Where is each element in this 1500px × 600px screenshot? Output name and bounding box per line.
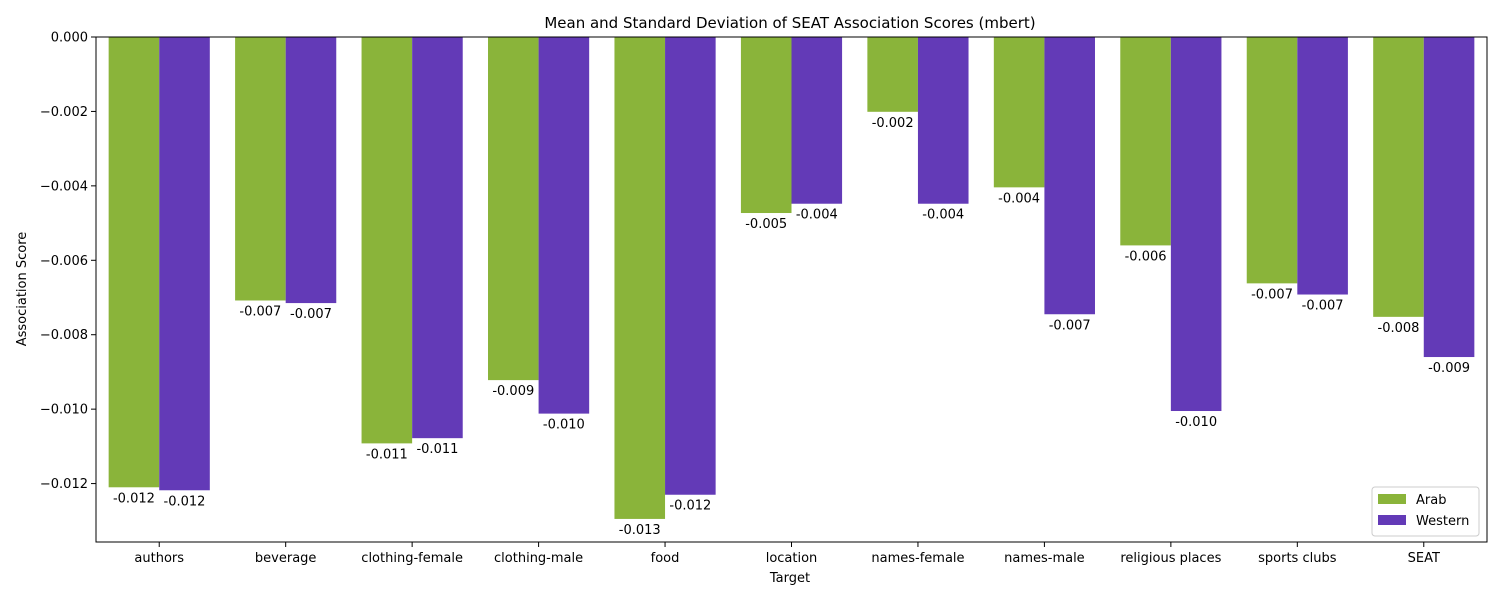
value-label-western-6: -0.004 — [922, 208, 964, 223]
x-tick-label: authors — [134, 551, 184, 566]
legend-label-western: Western — [1416, 514, 1469, 529]
y-tick-label: −0.006 — [40, 254, 88, 269]
value-label-arab-8: -0.006 — [1125, 249, 1167, 264]
value-label-western-7: -0.007 — [1049, 318, 1091, 333]
bar-western-3 — [538, 37, 590, 414]
value-label-arab-0: -0.012 — [113, 491, 155, 506]
x-tick-label: clothing-male — [494, 551, 583, 566]
y-axis-label: Association Score — [15, 232, 30, 347]
bar-arab-1 — [235, 37, 286, 301]
value-label-arab-2: -0.011 — [366, 447, 408, 462]
value-label-western-3: -0.010 — [543, 418, 585, 433]
value-label-arab-4: -0.013 — [619, 523, 661, 538]
legend-swatch-arab — [1378, 494, 1406, 504]
value-label-western-5: -0.004 — [796, 208, 838, 223]
x-tick-label: clothing-female — [361, 551, 463, 566]
bar-western-8 — [1170, 37, 1222, 412]
bar-western-1 — [285, 37, 337, 304]
y-tick-label: −0.012 — [40, 477, 88, 492]
x-axis: authors beverage clothing-female clothing-m… — [134, 542, 1440, 566]
bar-western-6 — [917, 37, 969, 204]
value-label-western-8: -0.010 — [1175, 415, 1217, 430]
x-tick-label: location — [766, 551, 818, 566]
value-label-arab-10: -0.008 — [1378, 321, 1420, 336]
value-label-arab-1: -0.007 — [239, 304, 281, 319]
y-tick-label: −0.002 — [40, 105, 88, 120]
value-label-western-1: -0.007 — [290, 307, 332, 322]
y-tick-label: −0.004 — [40, 179, 88, 194]
legend: Arab Western — [1371, 486, 1480, 537]
bar-arab-10 — [1373, 37, 1424, 317]
x-tick-label: SEAT — [1408, 551, 1440, 566]
bar-arab-5 — [740, 37, 792, 214]
bar-western-10 — [1423, 37, 1475, 358]
bar-western-0 — [159, 37, 210, 491]
bar-western-7 — [1044, 37, 1095, 315]
value-label-arab-5: -0.005 — [745, 217, 787, 232]
y-axis: 0.000 −0.002 −0.004 −0.006 −0.008 −0.010 −0.01… — [40, 31, 96, 492]
bar-arab-8 — [1120, 37, 1171, 246]
value-label-western-10: -0.009 — [1428, 361, 1470, 376]
bar-arab-0 — [108, 37, 160, 488]
value-label-arab-6: -0.002 — [872, 116, 914, 131]
y-tick-label: 0.000 — [51, 31, 88, 46]
x-tick-label: names-male — [1004, 551, 1085, 566]
x-tick-label: names-female — [871, 551, 964, 566]
x-axis-label: Target — [769, 571, 810, 586]
bar-arab-2 — [361, 37, 413, 444]
chart-title: Mean and Standard Deviation of SEAT Asso… — [544, 14, 1035, 32]
y-tick-label: −0.008 — [40, 328, 88, 343]
y-tick-label: −0.010 — [40, 403, 88, 418]
bar-western-2 — [412, 37, 463, 439]
bar-western-9 — [1297, 37, 1348, 295]
value-label-arab-9: -0.007 — [1251, 287, 1293, 302]
value-labels-layer: -0.012 -0.007 -0.011 -0.009 -0.013 -0.005 -0.0… — [113, 116, 1470, 538]
legend-label-arab: Arab — [1416, 493, 1446, 508]
bar-arab-4 — [614, 37, 666, 519]
x-tick-label: beverage — [255, 551, 317, 566]
x-tick-label: religious places — [1120, 551, 1221, 566]
value-label-western-9: -0.007 — [1302, 299, 1344, 314]
bars-layer — [108, 37, 1475, 519]
bar-arab-3 — [488, 37, 539, 381]
value-label-western-4: -0.012 — [669, 499, 711, 514]
value-label-arab-3: -0.009 — [492, 384, 534, 399]
bar-western-5 — [791, 37, 843, 204]
x-tick-label: food — [651, 551, 680, 566]
bar-western-4 — [665, 37, 716, 495]
bar-arab-7 — [993, 37, 1045, 188]
legend-swatch-western — [1378, 515, 1406, 525]
bar-arab-6 — [867, 37, 918, 112]
value-label-western-0: -0.012 — [164, 494, 206, 509]
value-label-western-2: -0.011 — [416, 442, 458, 457]
value-label-arab-7: -0.004 — [998, 191, 1040, 206]
x-tick-label: sports clubs — [1258, 551, 1337, 566]
bar-arab-9 — [1246, 37, 1298, 284]
